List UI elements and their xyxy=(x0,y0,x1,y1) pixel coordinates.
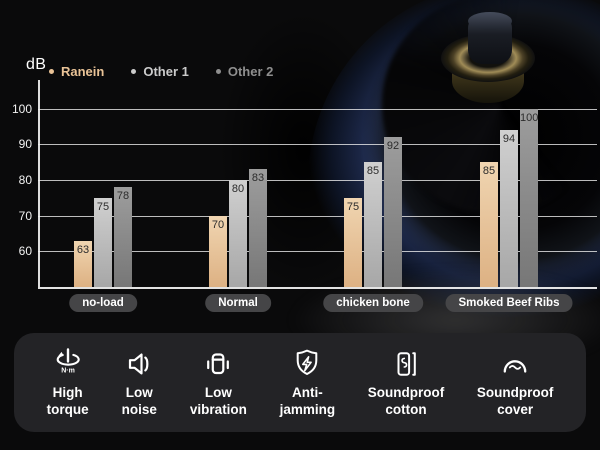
legend-dot-icon xyxy=(49,69,54,74)
category-pill: Normal xyxy=(205,294,271,312)
vibration-icon xyxy=(200,346,236,382)
feature-soundproof-cover: Soundproof cover xyxy=(477,346,553,419)
legend-item-ranein: Ranein xyxy=(49,64,104,79)
bar-other-2-2: 92 xyxy=(384,137,402,287)
bar-value-label: 85 xyxy=(366,165,380,178)
torque-icon: N·m xyxy=(50,346,86,382)
feature-label: Anti- jamming xyxy=(279,385,336,417)
shield-bolt-icon xyxy=(289,346,325,382)
bar-value-label: 83 xyxy=(251,172,265,185)
bar-other-1-3: 94 xyxy=(500,129,518,287)
bar-ranein-0: 63 xyxy=(74,240,92,287)
bar-other-1-1: 80 xyxy=(229,179,247,287)
feature-label: Soundproof cotton xyxy=(367,385,445,417)
chart-legend: Ranein Other 1 Other 2 xyxy=(49,64,273,79)
bar-value-label: 100 xyxy=(520,111,539,124)
gridline-100 xyxy=(38,108,597,110)
feature-low-noise: Low noise xyxy=(121,346,157,419)
feature-soundproof-cotton: Soundproof cotton xyxy=(368,346,444,419)
feature-high-torque: N·m High torque xyxy=(47,346,89,419)
soundproof-cover-icon xyxy=(497,346,533,382)
y-tick-label: 100 xyxy=(11,101,32,116)
bar-value-label: 78 xyxy=(116,190,130,203)
bar-other-2-1: 83 xyxy=(249,169,267,287)
legend-item-other-2: Other 2 xyxy=(215,64,274,79)
features-panel: N·m High torque Low noise Low vibration … xyxy=(14,333,586,432)
bar-value-label: 63 xyxy=(76,243,90,256)
x-axis-baseline xyxy=(38,287,597,289)
legend-label: Other 1 xyxy=(143,64,189,79)
bar-value-label: 70 xyxy=(211,218,225,231)
bar-ranein-2: 75 xyxy=(344,197,362,287)
y-tick-label: 60 xyxy=(18,244,32,259)
y-tick-label: 80 xyxy=(18,172,32,187)
bar-value-label: 85 xyxy=(482,165,496,178)
speaker-icon xyxy=(121,346,157,382)
bar-value-label: 80 xyxy=(231,182,245,195)
legend-dot-icon xyxy=(131,69,137,74)
bar-value-label: 75 xyxy=(96,200,110,213)
bar-other-2-3: 100 xyxy=(520,108,539,287)
bar-other-2-0: 78 xyxy=(114,187,132,287)
bar-ranein-3: 85 xyxy=(480,162,498,287)
y-axis-line xyxy=(38,80,40,287)
bar-other-1-0: 75 xyxy=(94,197,112,287)
bar-value-label: 94 xyxy=(502,132,516,145)
gridline-70 xyxy=(38,215,597,217)
feature-label: High torque xyxy=(46,385,89,417)
gridline-60 xyxy=(38,251,597,253)
gridline-80 xyxy=(38,179,597,181)
feature-anti-jamming: Anti- jamming xyxy=(279,346,336,419)
y-axis-title: dB xyxy=(26,56,47,73)
bar-other-1-2: 85 xyxy=(364,162,382,287)
bar-value-label: 92 xyxy=(386,140,400,153)
y-tick-label: 90 xyxy=(18,137,32,152)
grinder-knob-top xyxy=(468,12,512,30)
legend-label: Ranein xyxy=(61,64,105,79)
feature-label: Low noise xyxy=(121,385,157,417)
svg-text:N·m: N·m xyxy=(61,368,75,375)
feature-label: Soundproof cover xyxy=(476,385,554,417)
feature-label: Low vibration xyxy=(189,385,247,417)
legend-item-other-1: Other 1 xyxy=(131,64,189,79)
bar-ranein-1: 70 xyxy=(209,215,227,287)
feature-low-vibration: Low vibration xyxy=(190,346,247,419)
bar-value-label: 75 xyxy=(346,200,360,213)
category-pill: chicken bone xyxy=(323,294,423,312)
category-pill: Smoked Beef Ribs xyxy=(445,294,573,312)
y-tick-label: 70 xyxy=(18,208,32,223)
category-pill: no-load xyxy=(69,294,137,312)
soundproof-cotton-icon xyxy=(388,346,424,382)
legend-dot-icon xyxy=(215,69,221,74)
legend-label: Other 2 xyxy=(227,64,274,79)
gridline-90 xyxy=(38,144,597,146)
